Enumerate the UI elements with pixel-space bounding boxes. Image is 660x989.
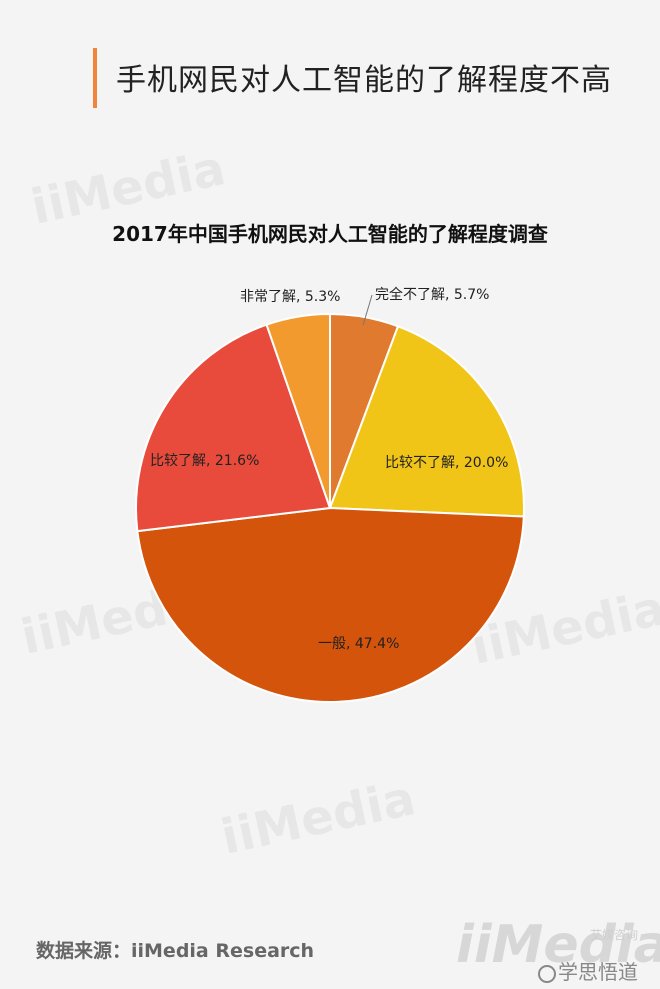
label-leader-line (362, 294, 373, 326)
wechat-account-name: 学思悟道 (558, 960, 638, 984)
slice-label: 一般, 47.4% (318, 636, 399, 652)
pie-slice (328, 325, 525, 518)
page-title: 手机网民对人工智能的了解程度不高 (116, 63, 612, 98)
wechat-account: 学思悟道 (538, 956, 638, 985)
slice-label: 比较了解, 21.6% (150, 453, 259, 469)
page-header: 手机网民对人工智能的了解程度不高 (0, 0, 660, 130)
pie-slice (136, 506, 525, 703)
imedia-logo-subtitle: 艾媒咨询 (590, 928, 639, 942)
slice-label: 比较不了解, 20.0% (385, 455, 508, 471)
chart-title: 2017年中国手机网民对人工智能的了解程度调查 (112, 222, 548, 246)
header-accent-bar (93, 48, 97, 108)
slice-label: 完全不了解, 5.7% (375, 286, 489, 303)
slice-label: 非常了解, 5.3% (240, 289, 340, 305)
wechat-icon (538, 964, 556, 983)
pie-slice (135, 323, 332, 533)
data-source: 数据来源：iiMedia Research (36, 940, 315, 962)
pie-slice (265, 312, 331, 509)
imedia-logo: iiMedia (456, 915, 660, 975)
